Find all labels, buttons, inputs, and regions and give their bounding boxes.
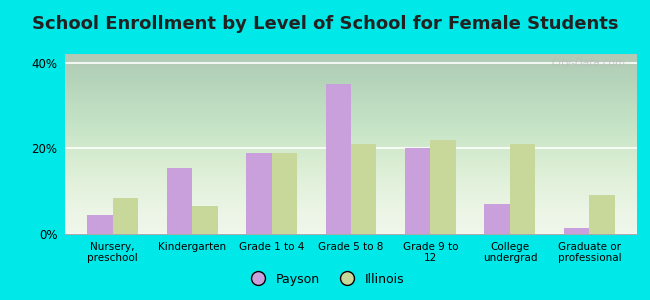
Text: School Enrollment by Level of School for Female Students: School Enrollment by Level of School for… xyxy=(32,15,618,33)
Bar xyxy=(272,153,297,234)
Bar xyxy=(351,144,376,234)
Bar xyxy=(87,215,112,234)
Bar xyxy=(192,206,218,234)
Bar xyxy=(326,84,351,234)
Bar xyxy=(430,140,456,234)
Bar xyxy=(166,168,192,234)
Text: City-Data.com: City-Data.com xyxy=(551,58,625,68)
Bar xyxy=(246,153,272,234)
Bar xyxy=(510,144,536,234)
Bar xyxy=(484,204,510,234)
Bar xyxy=(405,148,430,234)
Legend: Payson, Illinois: Payson, Illinois xyxy=(240,268,410,291)
Bar xyxy=(564,228,590,234)
Bar xyxy=(590,195,615,234)
Bar xyxy=(112,198,138,234)
